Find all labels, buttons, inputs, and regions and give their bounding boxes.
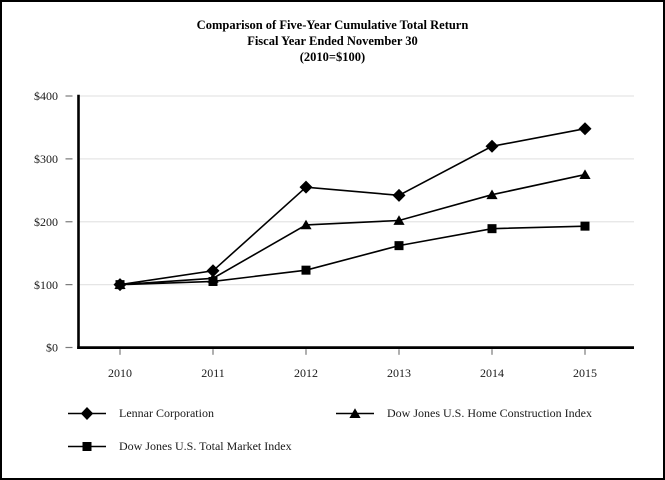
- series-line: [119, 225, 586, 286]
- x-tick-label: 2015: [573, 366, 597, 380]
- legend-item-total-market: Dow Jones U.S. Total Market Index: [67, 438, 292, 454]
- chart-title-block: Comparison of Five-Year Cumulative Total…: [2, 17, 663, 65]
- triangle-marker: [579, 169, 591, 179]
- x-tick-label: 2010: [108, 366, 132, 380]
- legend-item-lennar: Lennar Corporation: [67, 405, 214, 421]
- square-marker: [394, 241, 404, 251]
- chart-subtitle: Fiscal Year Ended November 30: [247, 34, 418, 48]
- y-tick-label: $300: [34, 152, 58, 166]
- diamond-marker: [113, 278, 127, 292]
- y-tick-label: $200: [34, 215, 58, 229]
- square-marker: [487, 224, 497, 234]
- diamond-marker: [485, 139, 499, 153]
- legend-label: Dow Jones U.S. Home Construction Index: [387, 405, 592, 420]
- diamond-marker: [299, 180, 313, 194]
- series-line: [119, 127, 586, 286]
- chart-base-note: (2010=$100): [299, 50, 366, 64]
- y-tick-label: $0: [46, 341, 58, 355]
- diamond-marker: [392, 188, 406, 202]
- x-tick-label: 2011: [201, 366, 225, 380]
- legend-label: Dow Jones U.S. Total Market Index: [119, 438, 292, 453]
- chart-title: Comparison of Five-Year Cumulative Total…: [196, 18, 469, 32]
- triangle-marker: [393, 215, 405, 225]
- square-marker: [301, 265, 311, 275]
- diamond-marker: [578, 122, 592, 136]
- y-tick-label: $400: [34, 89, 58, 103]
- legend-item-home-construction: Dow Jones U.S. Home Construction Index: [335, 405, 592, 421]
- square-marker-icon: [68, 441, 106, 451]
- x-tick-label: 2014: [480, 366, 504, 380]
- triangle-marker: [207, 273, 219, 283]
- diamond-marker: [206, 264, 220, 278]
- x-tick-label: 2012: [294, 366, 318, 380]
- legend-label: Lennar Corporation: [119, 405, 214, 420]
- y-tick-label: $100: [34, 278, 58, 292]
- diamond-marker-icon: [68, 406, 106, 420]
- triangle-marker-icon: [336, 407, 374, 418]
- x-tick-label: 2013: [387, 366, 411, 380]
- triangle-marker: [486, 189, 498, 200]
- series-line: [119, 173, 586, 286]
- triangle-marker: [300, 219, 312, 230]
- square-marker: [580, 221, 590, 231]
